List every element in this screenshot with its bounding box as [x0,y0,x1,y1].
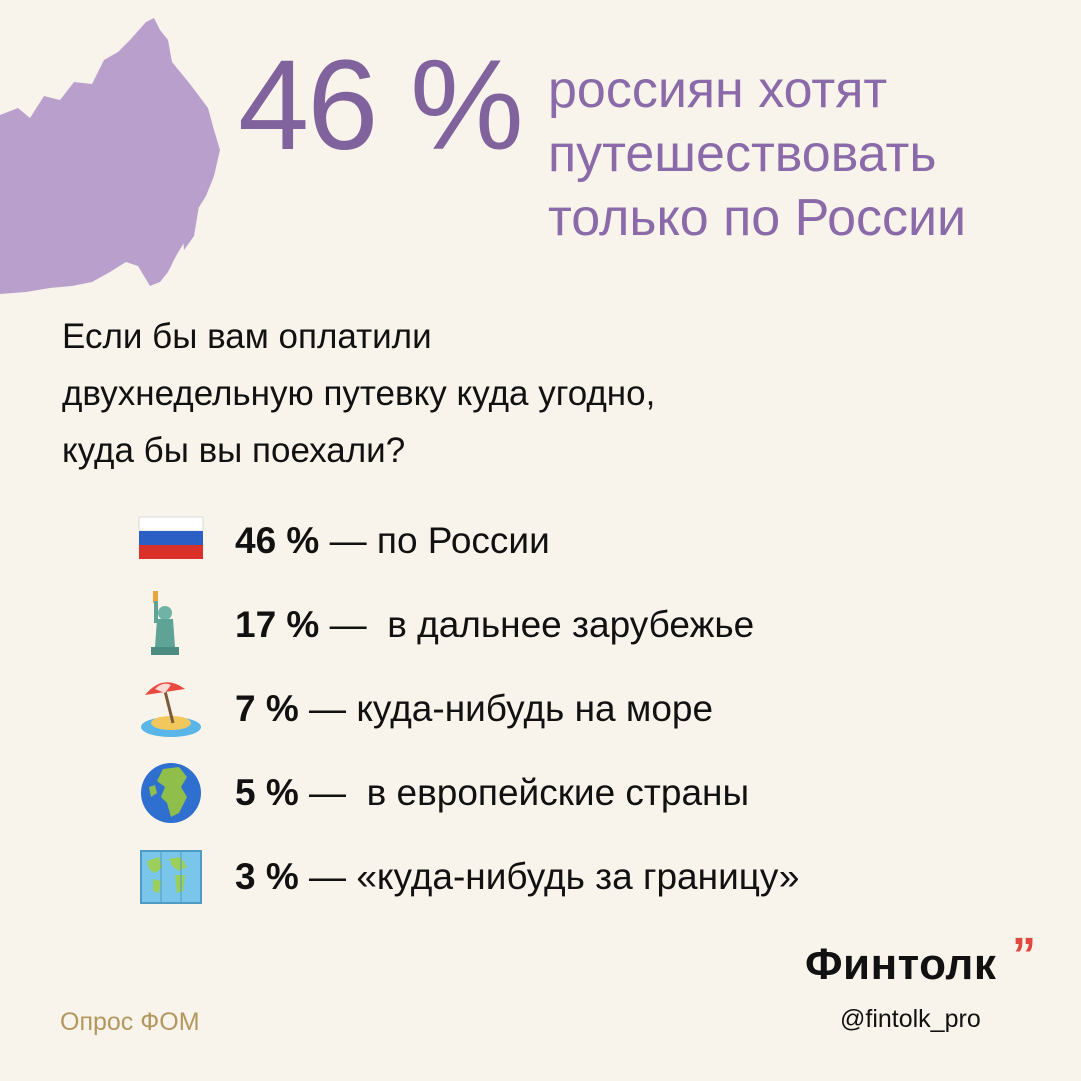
question-line: двухнедельную путевку куда угодно, [62,374,656,413]
answer-text: 5 % — в европейские страны [235,771,749,815]
statue-of-liberty-icon [151,591,179,655]
answer-dash: — [298,688,357,729]
answer-text: 46 % — по России [235,519,550,563]
answer-dash: — [298,856,357,897]
answer-label: в европейские страны [366,772,750,813]
brand-handle: @fintolk_pro [840,1005,981,1033]
answer-percent: 3 % [235,856,299,897]
question-line: куда бы вы поехали? [62,431,406,470]
hero-percent: 46 % [238,34,524,177]
answer-dash: — [319,520,377,561]
answer-text: 17 % — в дальнее зарубежье [235,603,754,647]
brand-quote-mark: ” [1012,929,1036,982]
russia-flag-icon [138,516,204,559]
headline-line: путешествовать [548,125,937,183]
answer-item: 17 % — в дальнее зарубежье [135,589,915,659]
beach-umbrella-island-icon [141,682,201,737]
answer-percent: 17 % [235,604,320,645]
answer-item: 46 % — по России [135,505,915,575]
answer-dash: — [319,604,388,645]
answer-text: 7 % — куда-нибудь на море [235,687,713,731]
answer-percent: 5 % [235,772,299,813]
answer-item: 5 % — в европейские страны [135,757,915,827]
headline: россиян хотят путешествовать только по Р… [548,58,966,250]
headline-line: россиян хотят [548,61,888,119]
answer-percent: 46 % [235,520,320,561]
survey-source: Опрос ФОМ [60,1008,200,1036]
question-line: Если бы вам оплатили [62,317,432,356]
brand-logo: Финтолк [805,940,997,989]
answer-label: по России [376,520,550,561]
answer-label: «куда-нибудь за границу» [356,856,800,897]
answer-dash: — [298,772,367,813]
answer-text: 3 % — «куда-нибудь за границу» [235,855,799,899]
russia-map-icon [0,18,220,294]
survey-question: Если бы вам оплатили двухнедельную путев… [62,308,655,479]
answer-label: в дальнее зарубежье [387,604,755,645]
globe-europe-africa-icon [141,763,201,823]
answer-item: 3 % — «куда-нибудь за границу» [135,841,915,911]
answer-percent: 7 % [235,688,299,729]
answer-item: 7 % — куда-нибудь на море [135,673,915,743]
world-map-icon [140,850,202,904]
headline-line: только по России [548,189,967,247]
answer-label: куда-нибудь на море [356,688,714,729]
